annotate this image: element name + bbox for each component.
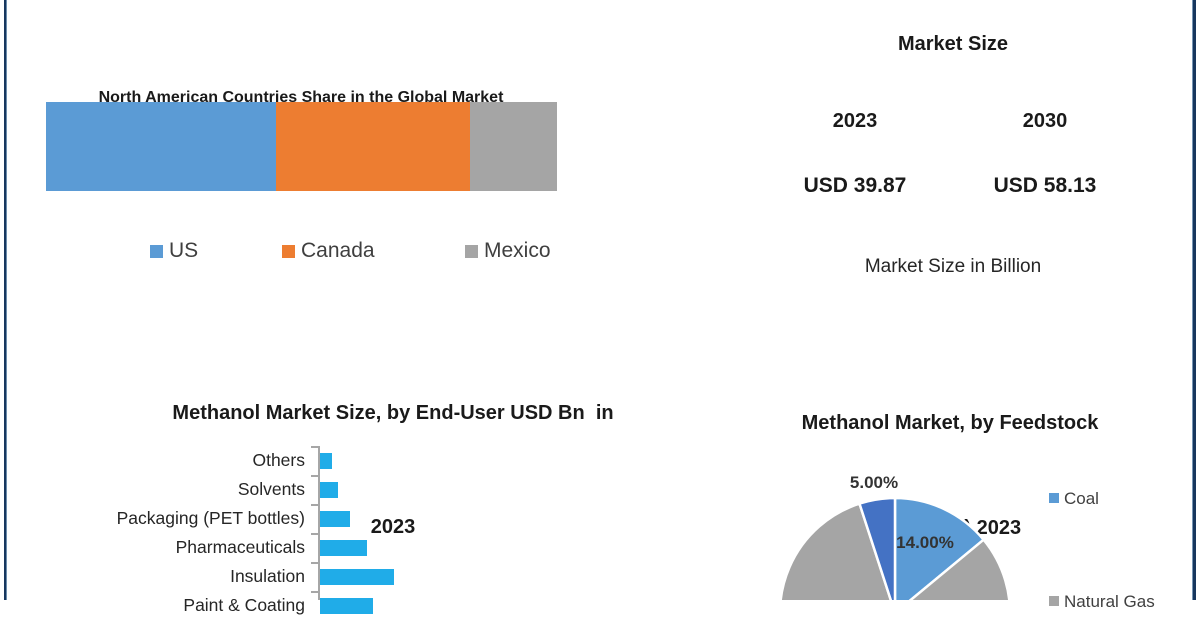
market-size-year-2030: 2030 <box>1022 110 1068 132</box>
end-user-bar <box>320 598 374 614</box>
market-size-values-row: USD 39.87 USD 58.13 <box>770 174 1130 198</box>
market-size-year-2023: 2023 <box>832 110 878 132</box>
end-user-value-axis-line <box>318 446 320 600</box>
feedstock-title-line1: Methanol Market, by Feedstock <box>801 412 1099 434</box>
end-user-axis-tick <box>311 504 318 506</box>
canada-legend-label: Canada <box>301 239 375 262</box>
mexico-legend-label: Mexico <box>484 239 551 262</box>
na-share-stacked-bar <box>46 102 557 191</box>
end-user-bar <box>320 569 394 585</box>
na-share-segment-mexico <box>470 102 557 191</box>
market-size-footnote: Market Size in Billion <box>864 256 1042 277</box>
end-user-category-label: Packaging (PET bottles) <box>116 508 305 528</box>
end-user-axis-tick <box>311 475 318 477</box>
feedstock-label-coal: 14.00% <box>896 533 954 552</box>
feedstock-label-others: 5.00% <box>849 473 899 492</box>
end-user-axis-tick <box>311 533 318 535</box>
end-user-category-label: Insulation <box>230 566 305 586</box>
end-user-axis-tick <box>311 562 318 564</box>
na-share-title-line1: North American Countries Share in the Gl… <box>98 89 504 106</box>
end-user-axis-tick <box>311 591 318 593</box>
canada-legend-swatch-icon <box>282 245 295 258</box>
market-size-value-2023: USD 39.87 <box>803 174 907 197</box>
end-user-axis-tick <box>311 446 318 448</box>
end-user-category-label: Paint & Coating <box>183 595 305 615</box>
end-user-category-label: Solvents <box>237 479 305 499</box>
market-size-value-2030: USD 58.13 <box>993 174 1097 197</box>
end-user-chart-title: Methanol Market Size, by End-User USD Bn… <box>93 318 693 622</box>
natural-gas-legend-label: Natural Gas <box>1064 592 1155 611</box>
end-user-bar <box>320 453 332 469</box>
market-size-years-row: 2023 2030 <box>770 110 1130 133</box>
mexico-legend-swatch-icon <box>465 245 478 258</box>
market-size-title: Market Size <box>897 33 1009 55</box>
end-user-bar <box>320 511 350 527</box>
end-user-bar <box>320 540 368 556</box>
na-share-segment-us <box>46 102 276 191</box>
natural-gas-legend-swatch-icon <box>1049 596 1059 606</box>
frame-border-left <box>4 0 8 600</box>
end-user-category-label: Pharmaceuticals <box>175 537 305 557</box>
us-legend-swatch-icon <box>150 245 163 258</box>
frame-border-right <box>1192 0 1196 600</box>
feedstock-chart-title: Methanol Market, by Feedstock Share (%) … <box>700 336 1200 616</box>
end-user-bar <box>320 482 338 498</box>
coal-legend-swatch-icon <box>1049 493 1059 503</box>
end-user-category-label: Others <box>252 450 305 470</box>
coal-legend-label: Coal <box>1064 489 1099 508</box>
na-share-segment-canada <box>275 102 471 191</box>
end-user-title-line2: 2023 <box>370 516 416 538</box>
us-legend-label: US <box>169 239 199 262</box>
end-user-title-line1: Methanol Market Size, by End-User USD Bn… <box>172 402 614 424</box>
